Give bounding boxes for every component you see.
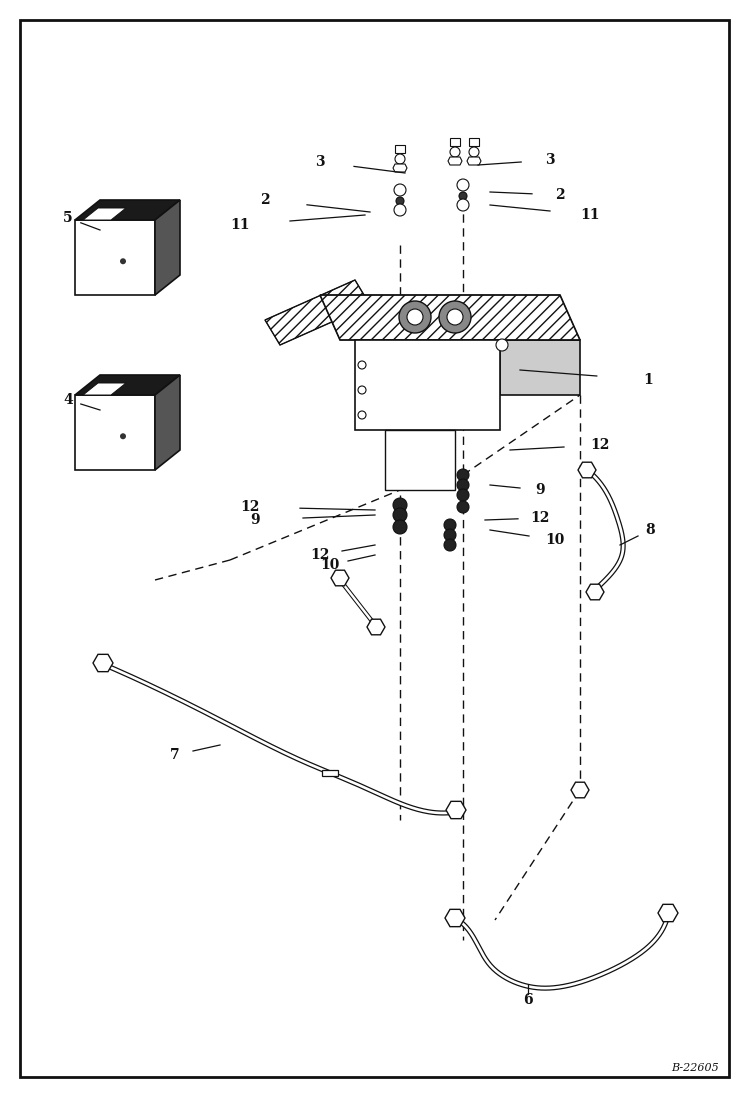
Polygon shape: [450, 138, 460, 146]
Circle shape: [393, 520, 407, 534]
Polygon shape: [155, 375, 180, 470]
Polygon shape: [331, 570, 349, 586]
Text: B-22605: B-22605: [671, 1063, 719, 1073]
Circle shape: [120, 433, 126, 439]
Text: 12: 12: [530, 511, 550, 525]
Text: 10: 10: [545, 533, 565, 547]
Polygon shape: [322, 770, 338, 776]
Text: 7: 7: [170, 748, 180, 762]
Polygon shape: [75, 375, 180, 395]
Circle shape: [447, 309, 463, 325]
Polygon shape: [586, 585, 604, 600]
Polygon shape: [83, 383, 126, 395]
Circle shape: [457, 179, 469, 191]
Circle shape: [457, 489, 469, 501]
Circle shape: [459, 192, 467, 200]
Polygon shape: [320, 295, 580, 340]
Text: 12: 12: [310, 548, 330, 562]
Circle shape: [358, 361, 366, 369]
Polygon shape: [448, 157, 462, 165]
Circle shape: [393, 498, 407, 512]
Text: 11: 11: [230, 218, 249, 231]
Circle shape: [358, 386, 366, 394]
Text: 12: 12: [590, 438, 610, 452]
Circle shape: [450, 147, 460, 157]
Polygon shape: [571, 782, 589, 798]
Polygon shape: [393, 163, 407, 172]
Circle shape: [457, 501, 469, 513]
Polygon shape: [83, 208, 126, 220]
Polygon shape: [93, 654, 113, 671]
Circle shape: [496, 339, 508, 351]
Text: 9: 9: [250, 513, 260, 527]
Text: 3: 3: [315, 155, 325, 169]
Text: 6: 6: [524, 993, 533, 1007]
Circle shape: [444, 529, 456, 541]
Circle shape: [394, 184, 406, 196]
Polygon shape: [155, 200, 180, 295]
Circle shape: [439, 301, 471, 333]
Polygon shape: [578, 462, 596, 478]
Circle shape: [358, 411, 366, 419]
Polygon shape: [469, 138, 479, 146]
Circle shape: [444, 519, 456, 531]
Polygon shape: [446, 801, 466, 818]
Polygon shape: [395, 145, 405, 152]
Circle shape: [469, 147, 479, 157]
Circle shape: [394, 204, 406, 216]
Polygon shape: [265, 280, 370, 344]
Circle shape: [457, 199, 469, 211]
Text: 12: 12: [240, 500, 260, 514]
Polygon shape: [385, 430, 455, 490]
Polygon shape: [75, 200, 180, 220]
Text: 3: 3: [545, 152, 555, 167]
Text: 2: 2: [260, 193, 270, 207]
Circle shape: [457, 479, 469, 491]
Polygon shape: [355, 340, 500, 430]
Polygon shape: [500, 340, 580, 395]
Circle shape: [395, 154, 405, 163]
Text: 9: 9: [536, 483, 545, 497]
Circle shape: [120, 258, 126, 264]
Polygon shape: [367, 619, 385, 635]
Polygon shape: [658, 904, 678, 921]
Text: 11: 11: [580, 208, 600, 222]
Circle shape: [444, 539, 456, 551]
Text: 2: 2: [555, 188, 565, 202]
Polygon shape: [445, 909, 465, 927]
Text: 5: 5: [63, 211, 73, 225]
Polygon shape: [75, 395, 155, 470]
Text: 1: 1: [643, 373, 653, 387]
Circle shape: [457, 470, 469, 480]
Text: 4: 4: [63, 393, 73, 407]
Text: 8: 8: [645, 523, 655, 538]
Circle shape: [407, 309, 423, 325]
Circle shape: [396, 197, 404, 205]
Circle shape: [399, 301, 431, 333]
Circle shape: [393, 508, 407, 522]
Polygon shape: [467, 157, 481, 165]
Polygon shape: [75, 220, 155, 295]
Text: 10: 10: [321, 558, 340, 572]
